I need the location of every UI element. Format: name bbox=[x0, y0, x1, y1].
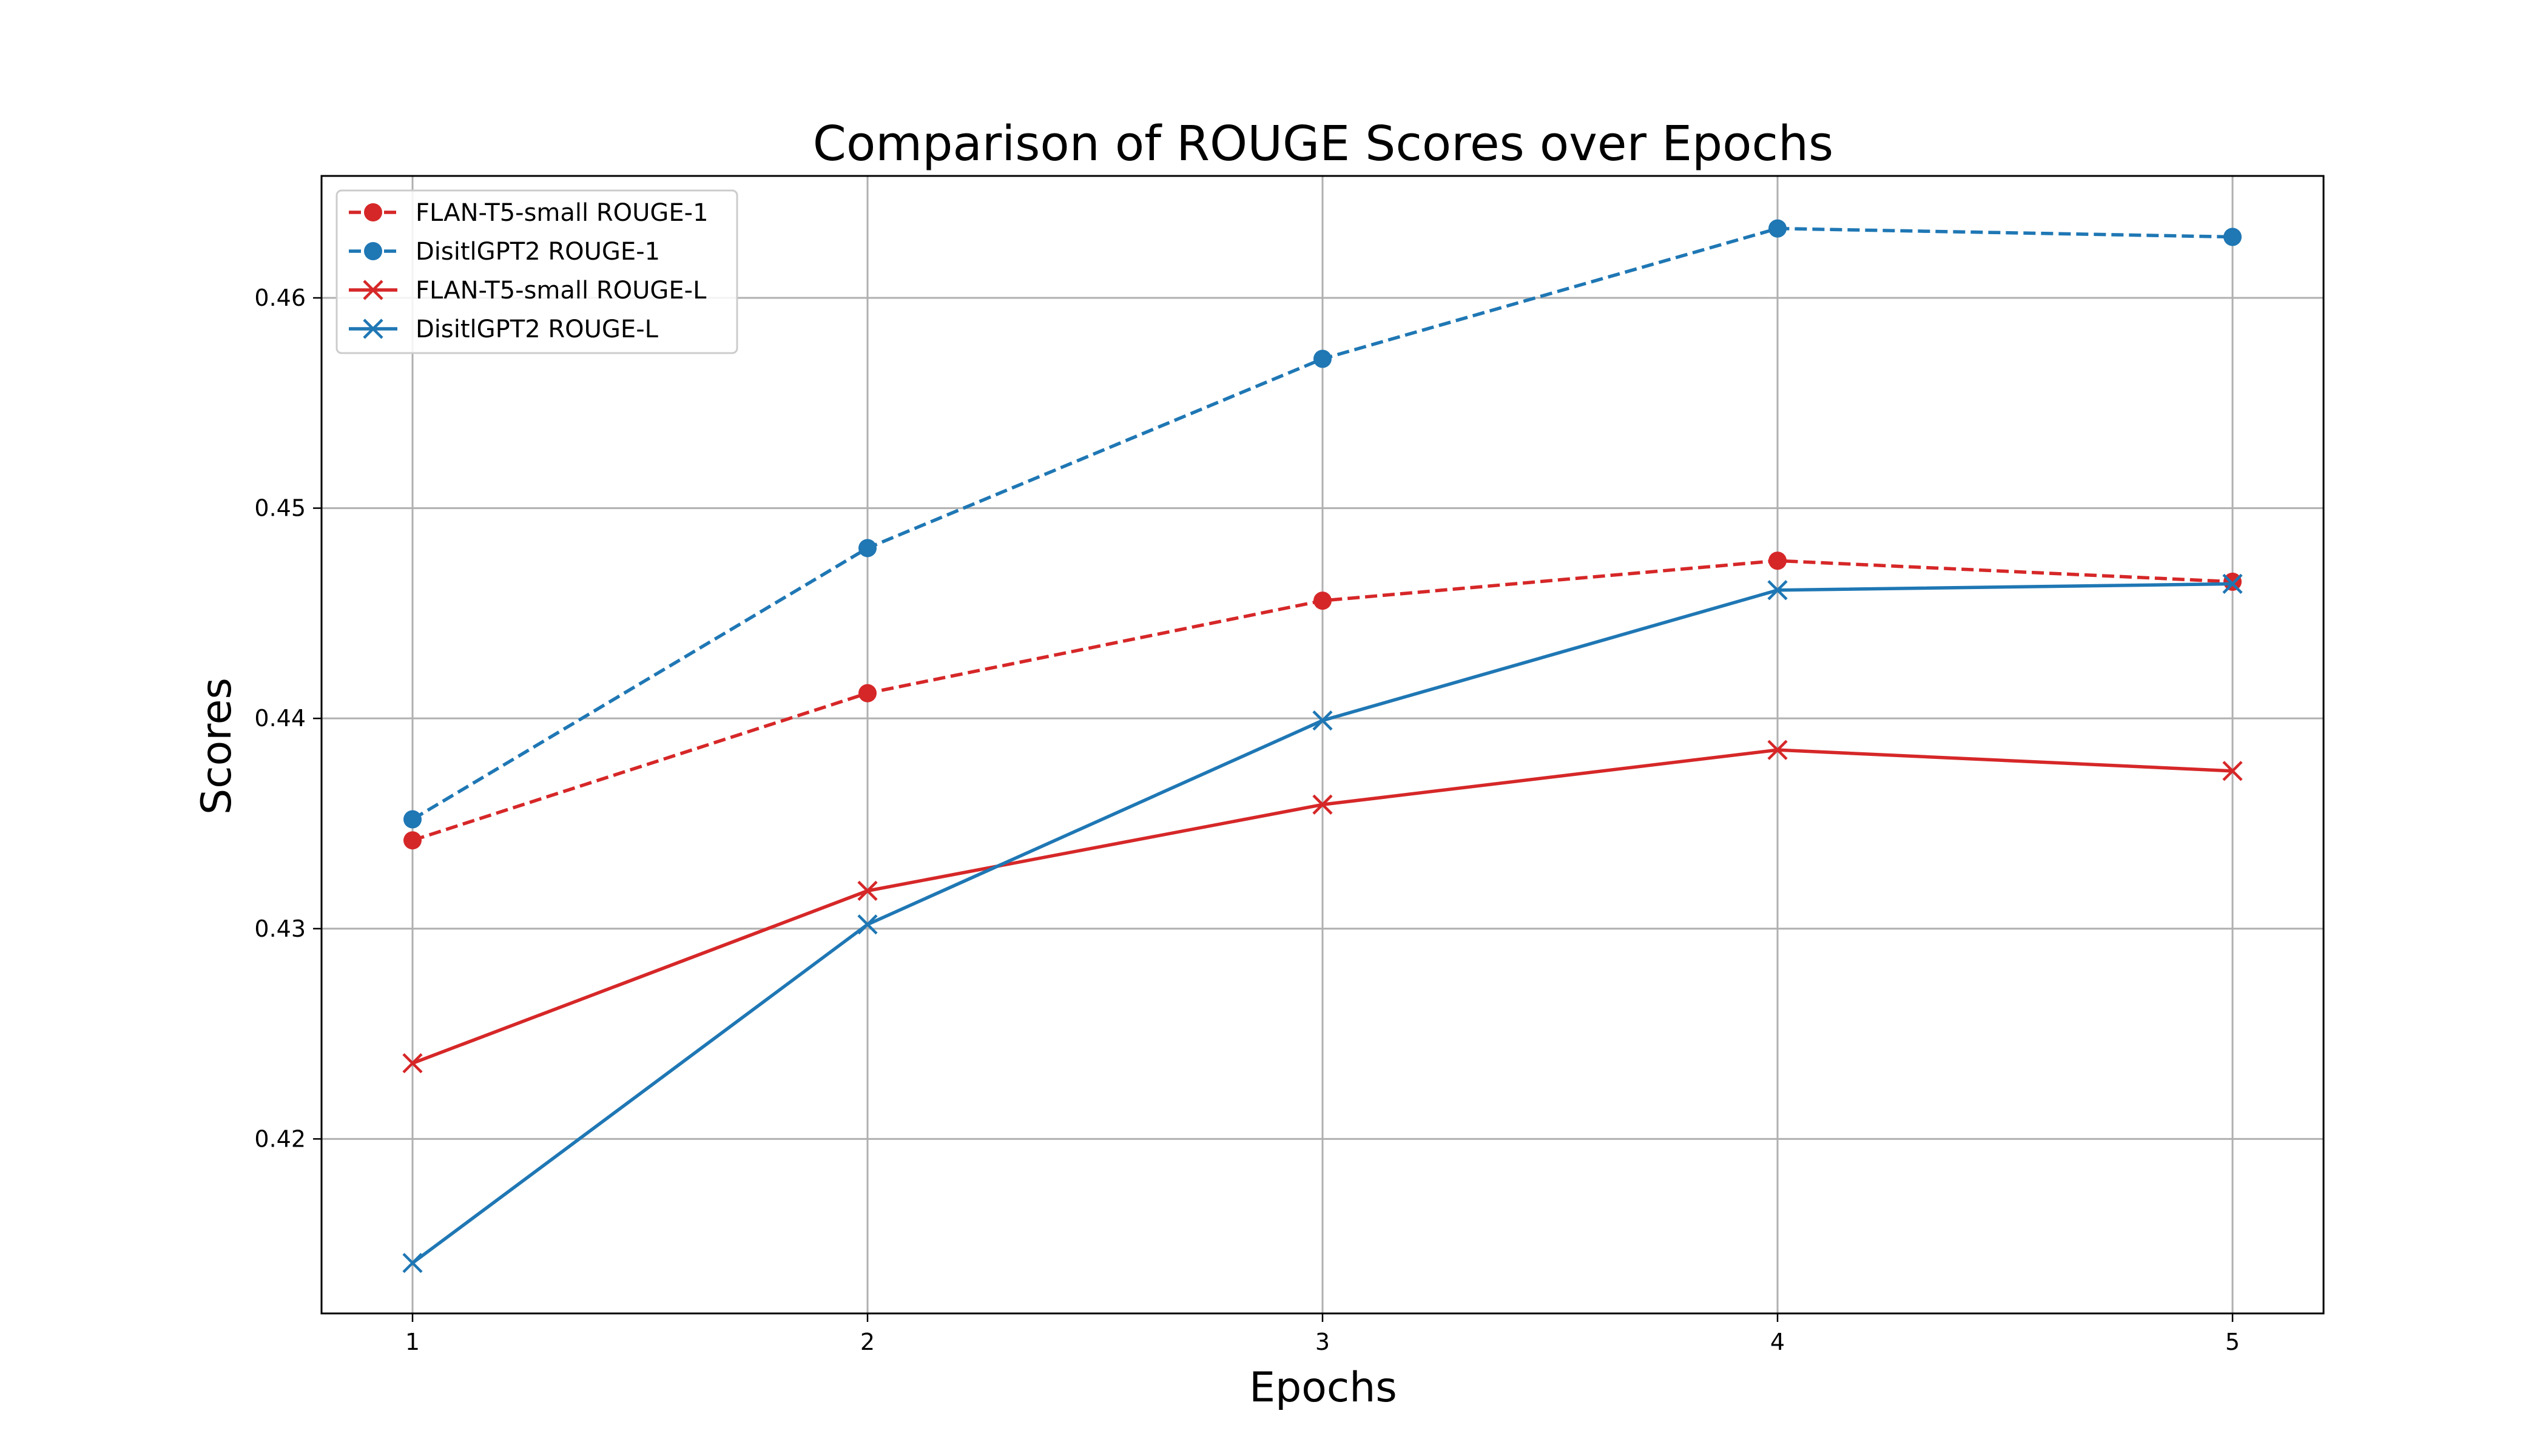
y-tick-label: 0.45 bbox=[254, 495, 306, 522]
legend-label: DisitlGPT2 ROUGE-1 bbox=[416, 238, 660, 266]
legend-entry: DisitlGPT2 ROUGE-1 bbox=[349, 238, 660, 266]
data-point bbox=[2223, 572, 2242, 591]
legend-swatch-marker bbox=[364, 242, 382, 260]
data-point bbox=[1767, 580, 1788, 601]
data-point bbox=[403, 831, 422, 850]
legend: FLAN-T5-small ROUGE-1 DisitlGPT2 ROUGE-1 F… bbox=[335, 189, 738, 354]
legend-label: FLAN-T5-small ROUGE-1 bbox=[416, 199, 709, 227]
data-point bbox=[2222, 761, 2243, 781]
legend-label: FLAN-T5-small ROUGE-L bbox=[416, 277, 707, 305]
series-1 bbox=[403, 551, 2242, 850]
y-tick-label: 0.44 bbox=[254, 705, 306, 732]
series-3 bbox=[402, 740, 2243, 1074]
legend-swatch-marker bbox=[363, 280, 383, 300]
series-4 bbox=[402, 573, 2243, 1273]
chart-title: Comparison of ROUGE Scores over Epochs bbox=[813, 116, 1833, 172]
legend-entry: FLAN-T5-small ROUGE-1 bbox=[349, 199, 709, 227]
data-point bbox=[1312, 794, 1333, 815]
data-point bbox=[858, 539, 877, 558]
x-tick-label: 5 bbox=[2225, 1329, 2240, 1355]
x-axis-label: Epochs bbox=[1249, 1364, 1397, 1412]
data-point bbox=[1313, 349, 1332, 368]
data-point bbox=[402, 1253, 423, 1273]
data-point bbox=[402, 1053, 423, 1074]
data-point bbox=[1768, 551, 1787, 570]
legend-swatch-marker bbox=[363, 318, 383, 339]
legend-box bbox=[335, 189, 738, 354]
y-tick-label: 0.46 bbox=[254, 285, 306, 311]
x-tick-label: 4 bbox=[1770, 1329, 1785, 1355]
data-point bbox=[1767, 740, 1788, 760]
legend-label: DisitlGPT2 ROUGE-L bbox=[416, 315, 659, 343]
x-tick-label: 2 bbox=[860, 1329, 875, 1355]
data-point bbox=[858, 684, 877, 703]
series-2 bbox=[403, 219, 2242, 829]
data-point bbox=[2222, 573, 2243, 594]
data-point bbox=[403, 810, 422, 829]
axis-ticks: 1 2 3 4 5 0.42 0.43 0.44 0.45 0.46 bbox=[254, 285, 2240, 1355]
y-tick-label: 0.42 bbox=[254, 1125, 306, 1152]
x-tick-label: 3 bbox=[1315, 1329, 1330, 1355]
data-point bbox=[1312, 710, 1333, 731]
x-tick-label: 1 bbox=[405, 1329, 420, 1355]
y-axis-label: Scores bbox=[193, 678, 241, 815]
data-point bbox=[857, 880, 878, 901]
series-lines bbox=[402, 219, 2243, 1273]
legend-entry: FLAN-T5-small ROUGE-L bbox=[349, 277, 707, 305]
legend-entry: DisitlGPT2 ROUGE-L bbox=[349, 315, 659, 343]
data-point bbox=[1313, 592, 1332, 610]
data-point bbox=[2223, 228, 2242, 246]
y-tick-label: 0.43 bbox=[254, 915, 306, 942]
data-point bbox=[857, 914, 878, 935]
legend-swatch-marker bbox=[364, 203, 382, 221]
data-point bbox=[1768, 219, 1787, 238]
